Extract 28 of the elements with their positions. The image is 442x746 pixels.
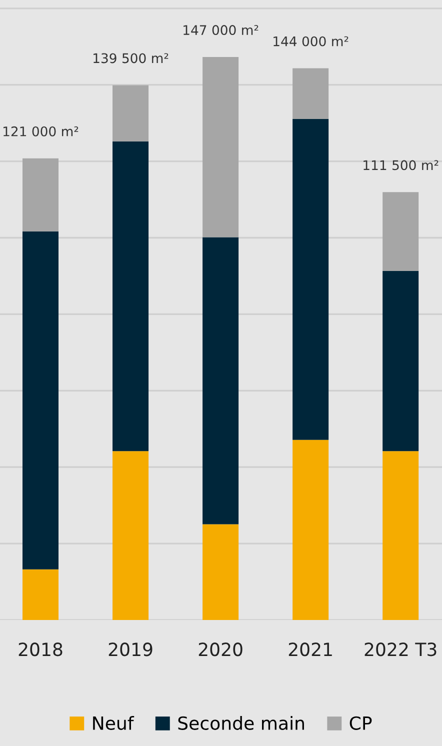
bar xyxy=(202,57,239,238)
x-tick-label: 2018 xyxy=(18,642,62,656)
legend-label: CP xyxy=(350,716,372,730)
bar xyxy=(22,569,59,620)
bar xyxy=(382,192,419,271)
annotation: 111 500 m² xyxy=(364,160,438,170)
annotation: 121 000 m² xyxy=(4,126,78,136)
bar xyxy=(292,68,329,119)
annotation: 139 500 m² xyxy=(94,53,168,64)
x-tick-label: 2021 xyxy=(288,642,332,656)
bar xyxy=(112,451,149,620)
bar xyxy=(382,270,419,452)
x-tick-label: 2020 xyxy=(198,642,242,656)
x-tick-label: 2019 xyxy=(108,642,152,656)
legend-label: Neuf xyxy=(93,716,134,730)
bar xyxy=(292,440,329,620)
legend-label: Seconde main xyxy=(178,716,304,730)
annotation: 147 000 m² xyxy=(184,25,258,36)
bar xyxy=(292,118,329,440)
bar xyxy=(112,141,149,452)
bar xyxy=(202,524,239,620)
bar xyxy=(22,232,59,570)
bar xyxy=(112,85,149,142)
x-tick-label: 2022 T3 xyxy=(364,642,436,656)
bar xyxy=(202,237,239,524)
bar xyxy=(382,451,419,620)
bar xyxy=(22,158,59,232)
annotation: 144 000 m² xyxy=(274,36,348,46)
